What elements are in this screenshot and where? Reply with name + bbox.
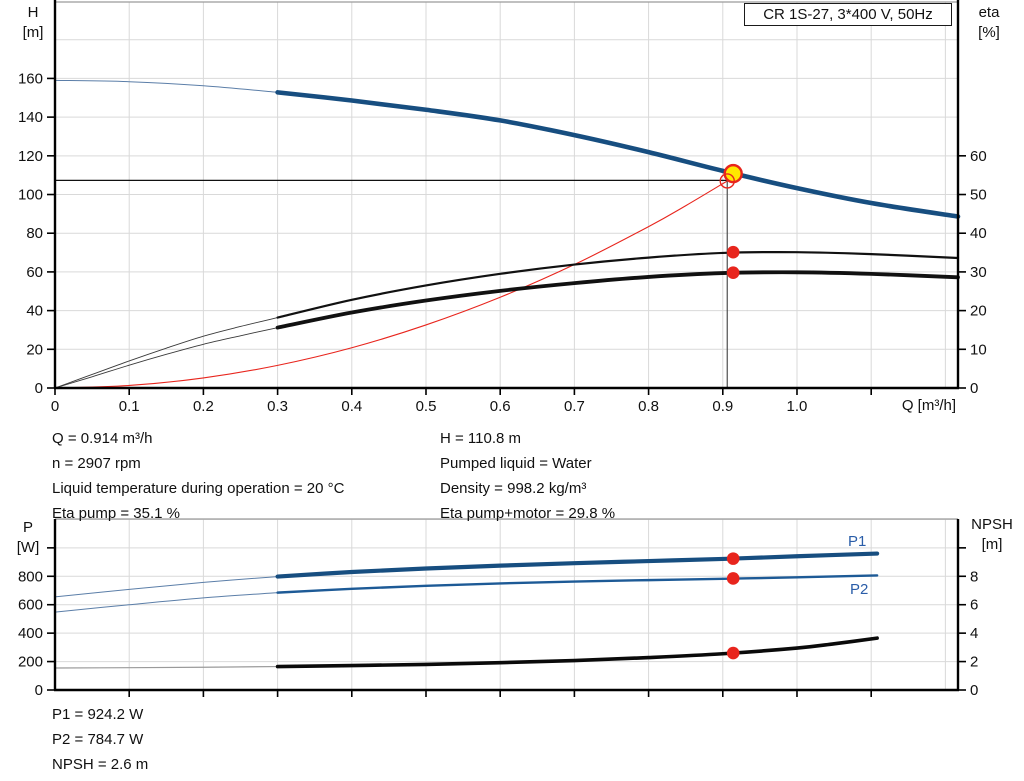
left-tick-label: 100 [18,187,43,204]
right-tick-label: 60 [970,148,987,165]
left-tick-label: 40 [26,303,43,320]
left-tick-label: 120 [18,148,43,165]
p1-marker [726,552,740,565]
info-n: n = 2907 rpm [52,455,141,472]
eta-pump-curve-thin [54,317,278,389]
x-tick-label: 0.2 [193,398,214,415]
eta-axis-title: eta [%] [978,4,1000,41]
right-tick-label: 40 [970,225,987,242]
x-tick-label: 1.0 [787,398,808,415]
qh-curve-thin [54,79,278,93]
x-tick-label: 0.5 [416,398,437,415]
info-p2: P2 = 784.7 W [52,731,144,748]
eta-pump-motor-curve-thin [54,327,278,389]
right-tick-label: 10 [970,341,987,358]
q-axis-title: Q [m³/h] [901,397,956,414]
left-tick-label: 800 [18,568,43,585]
left-tick-label: 60 [26,264,43,281]
system-intersection-marker[interactable] [719,173,735,189]
npsh-axis-title: NPSH [m] [971,516,1013,553]
info-p1: P1 = 924.2 W [52,706,144,723]
pump-type-label: CR 1S-27, 3*400 V, 50Hz [744,3,952,26]
p2-curve [276,574,879,594]
p2-curve-thin [54,592,278,613]
x-tick-label: 0.3 [267,398,288,415]
qh-curve [275,90,961,219]
info-eta-pump: Eta pump = 35.1 % [52,505,180,522]
npsh-curve-thin [54,665,278,669]
p2-curve-label: P2 [850,581,869,598]
right-tick-label: 4 [970,625,978,642]
result-info: P1 = 924.2 W P2 = 784.7 W NPSH = 2.6 m [52,702,148,777]
duty-info-right: H = 110.8 m Pumped liquid = Water Densit… [440,426,615,526]
left-tick-label: 400 [18,625,43,642]
left-tick-label: 600 [18,597,43,614]
h-axis-title: H [m] [22,4,44,41]
x-tick-label: 0.4 [341,398,362,415]
p-axis-title: P [W] [16,519,40,556]
info-liquid-temp: Liquid temperature during operation = 20… [52,480,345,497]
left-tick-label: 0 [35,380,43,397]
eta-pump-curve [276,250,960,319]
npsh-marker [726,646,740,660]
right-tick-label: 6 [970,597,978,614]
right-tick-label: 2 [970,654,978,671]
npsh-curve [275,636,879,669]
p2-marker [726,572,740,585]
left-tick-label: 160 [18,70,43,87]
p1-curve [275,551,880,579]
qh-eta-chart: 0 0.1 0.2 0.3 0.4 0.5 0.6 0.7 0.8 0.9 1.0 0 20 40 60 80… [18,0,987,415]
x-tick-label: 0 [51,398,59,415]
right-tick-label: 0 [970,380,978,397]
system-curve [54,180,728,389]
x-tick-label: 0.8 [638,398,659,415]
eta-pump-marker [726,245,740,259]
left-tick-label: 140 [18,109,43,126]
info-npsh: NPSH = 2.6 m [52,756,149,773]
x-tick-label: 0.6 [490,398,511,415]
info-h: H = 110.8 m [440,430,522,447]
power-npsh-chart: 0 200 400 600 800 0 2 4 6 8 [18,518,978,699]
info-q: Q = 0.914 m³/h [52,430,153,447]
left-tick-label: 20 [26,341,43,358]
info-eta-pump-motor: Eta pump+motor = 29.8 % [440,505,616,522]
p1-curve-thin [54,576,278,598]
info-density: Density = 998.2 kg/m³ [440,480,587,497]
right-tick-label: 30 [970,264,987,281]
p1-curve-label: P1 [848,533,867,550]
x-tick-label: 0.9 [712,398,733,415]
eta-pump-motor-curve [275,270,960,330]
left-tick-label: 0 [35,682,43,699]
right-tick-label: 20 [970,303,987,320]
left-tick-label: 80 [26,225,43,242]
duty-info-left: Q = 0.914 m³/h n = 2907 rpm Liquid tempe… [52,426,344,526]
x-tick-label: 0.1 [119,398,140,415]
right-tick-label: 0 [970,682,978,699]
info-pumped-liquid: Pumped liquid = Water [440,455,592,472]
eta-pump-motor-marker [726,266,740,279]
duty-point-marker[interactable] [723,163,743,184]
left-tick-label: 200 [18,654,43,671]
right-tick-label: 8 [970,568,978,585]
x-tick-label: 0.7 [564,398,585,415]
right-tick-label: 50 [970,187,987,204]
